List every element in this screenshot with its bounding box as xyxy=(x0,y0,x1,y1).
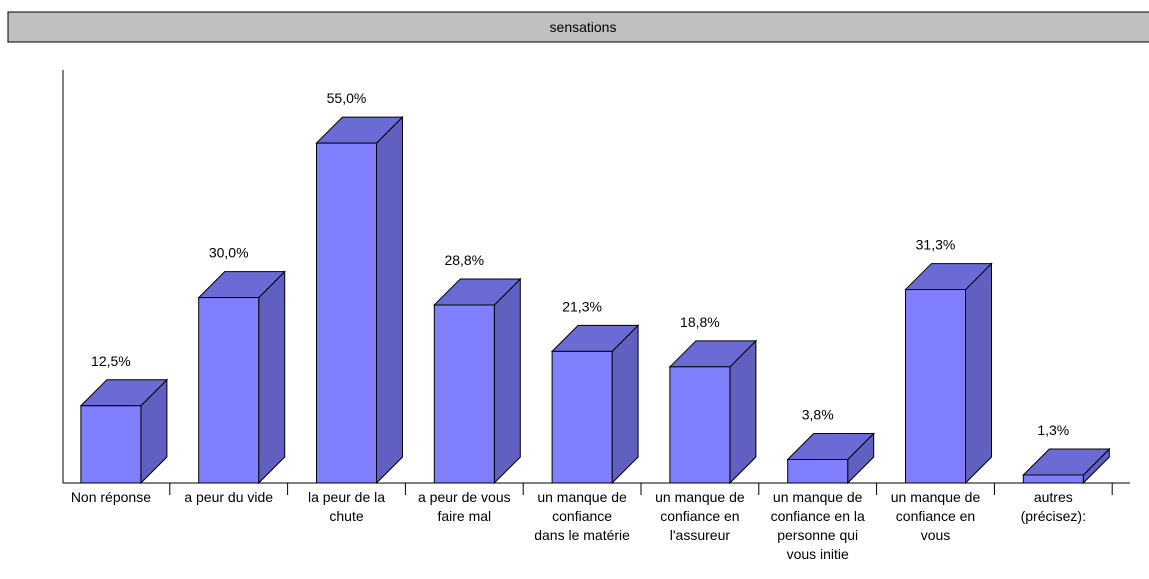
bar xyxy=(550,324,640,485)
data-label: 55,0% xyxy=(327,90,367,106)
x-tick-line: personne qui xyxy=(777,527,858,543)
x-tick-label: autres (précisez): xyxy=(1021,489,1086,524)
x-tick-label: Non réponse xyxy=(71,489,151,505)
bar xyxy=(433,277,522,485)
x-tick-line: confiance xyxy=(552,508,612,524)
x-tick-line: a peur de vous xyxy=(418,489,511,505)
x-tick-line: Non réponse xyxy=(71,489,151,505)
x-tick-line: confiance en xyxy=(896,508,975,524)
bar xyxy=(315,115,404,485)
x-tick-label: un manque de confiance en vous xyxy=(891,489,981,543)
bar-front xyxy=(669,366,731,484)
x-tick-label: a peur de vous faire mal xyxy=(418,489,511,524)
x-tick-line: autres xyxy=(1034,489,1073,505)
bar-side xyxy=(965,262,992,485)
x-tick-line: un manque de xyxy=(537,489,627,505)
bar-side xyxy=(376,115,403,485)
x-tick-line: un manque de xyxy=(655,489,745,505)
bar-front xyxy=(198,297,260,484)
data-label: 18,8% xyxy=(680,314,720,330)
bar-front xyxy=(905,289,966,484)
x-tick-line: faire mal xyxy=(437,508,491,524)
bar-front xyxy=(1022,474,1084,484)
x-tick-line: confiance en la xyxy=(771,508,865,524)
x-tick-line: un manque de xyxy=(773,489,863,505)
x-tick-line: a peur du vide xyxy=(184,489,273,505)
x-tick-line: vous xyxy=(921,527,951,543)
bar-side xyxy=(258,270,286,485)
x-tick-line: vous initie xyxy=(787,546,849,562)
bar xyxy=(79,378,169,485)
data-label: 1,3% xyxy=(1037,422,1069,438)
x-tick-line: la peur de la xyxy=(308,489,385,505)
bar xyxy=(197,270,286,485)
data-label: 31,3% xyxy=(916,237,956,253)
bar xyxy=(786,432,875,485)
x-tick-line: chute xyxy=(329,508,363,524)
bar-front xyxy=(316,142,377,484)
x-tick-line: (précisez): xyxy=(1021,508,1086,524)
data-label: 30,0% xyxy=(209,245,249,261)
chart-title: sensations xyxy=(550,19,617,35)
x-tick-line: un manque de xyxy=(891,489,981,505)
data-label: 12,5% xyxy=(91,353,131,369)
bar xyxy=(1022,447,1111,485)
x-tick-line: confiance en xyxy=(660,508,739,524)
data-label: 28,8% xyxy=(444,252,484,268)
bar-front xyxy=(787,459,849,484)
x-tick-label: un manque de confiance en la personne qui v… xyxy=(771,489,865,562)
data-label: 3,8% xyxy=(802,407,834,423)
x-tick-line: dans le matérie xyxy=(534,527,630,543)
x-tick-label: a peur du vide xyxy=(184,489,273,505)
x-tick-label: la peur de la chute xyxy=(308,489,385,524)
bar-front xyxy=(80,405,142,484)
bar-side xyxy=(493,277,521,485)
x-tick-label: un manque de confiance dans le matérie xyxy=(534,489,630,543)
x-tick-line: l'assureur xyxy=(670,527,731,543)
x-tick-label: un manque de confiance en l'assureur xyxy=(655,489,745,543)
bar-side xyxy=(611,324,639,485)
bar-top xyxy=(1022,448,1111,476)
bar xyxy=(904,262,993,485)
bar-front xyxy=(433,304,495,484)
bar-front xyxy=(551,350,613,484)
bar xyxy=(668,339,758,485)
title-bar xyxy=(7,11,1149,43)
data-label: 21,3% xyxy=(562,298,602,314)
